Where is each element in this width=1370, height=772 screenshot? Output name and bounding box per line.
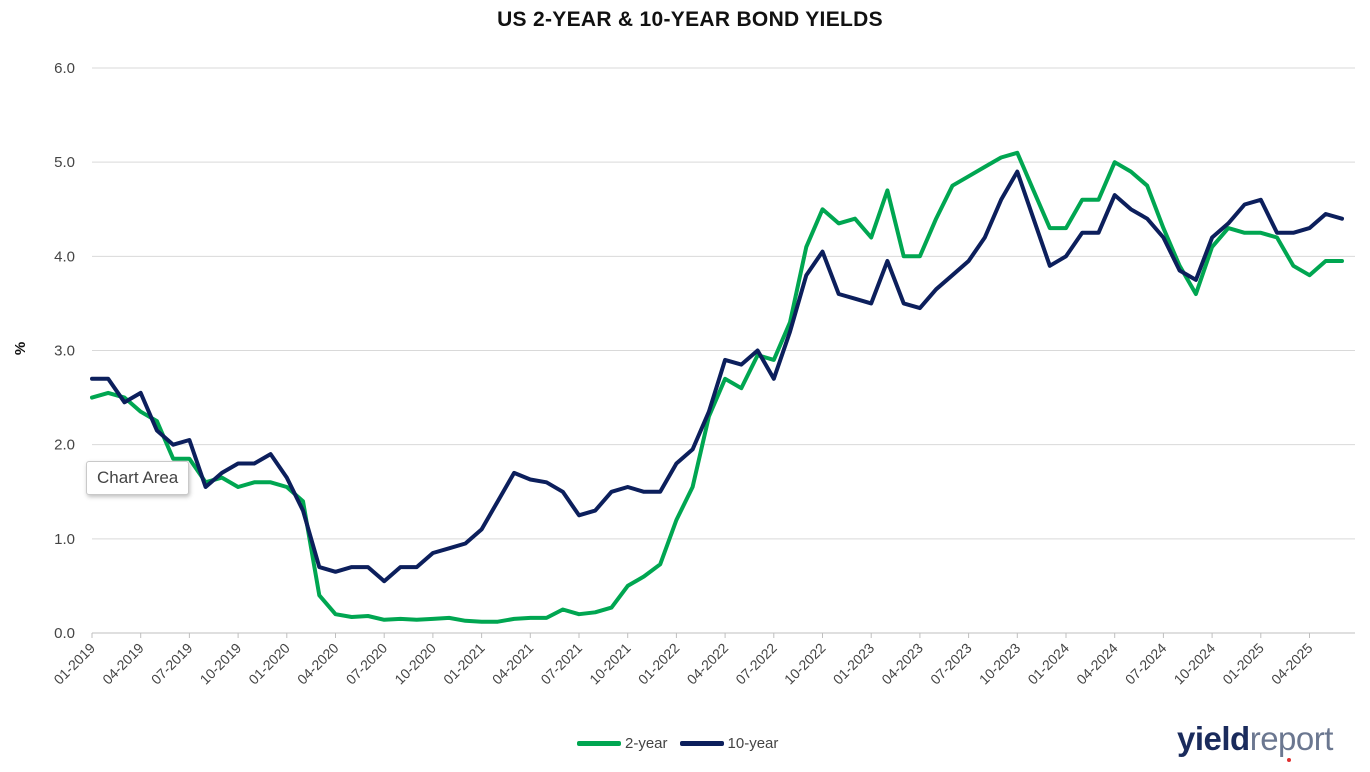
x-tick-label: 07-2021 xyxy=(537,640,585,688)
x-tick-label: 10-2023 xyxy=(976,640,1024,688)
legend-label-10-year: 10-year xyxy=(727,735,779,752)
x-tick-label: 04-2024 xyxy=(1073,640,1121,688)
y-tick-label: 6.0 xyxy=(54,60,75,77)
x-tick-label: 07-2019 xyxy=(148,640,196,688)
y-tick-label: 4.0 xyxy=(54,248,75,265)
x-tick-label: 07-2022 xyxy=(732,640,780,688)
legend-swatch-10-year xyxy=(679,741,724,746)
x-tick-label: 04-2021 xyxy=(489,640,537,688)
x-tick-label: 07-2023 xyxy=(927,640,975,688)
x-tick-label: 10-2022 xyxy=(781,640,829,688)
x-tick-label: 07-2020 xyxy=(343,640,391,688)
x-tick-label: 04-2023 xyxy=(878,640,926,688)
legend-item-2-year[interactable]: 2-year xyxy=(577,735,668,752)
logo-text-yield: yield xyxy=(1177,720,1250,757)
y-tick-label: 0.0 xyxy=(54,625,75,642)
x-tick-label: 04-2025 xyxy=(1268,640,1316,688)
x-tick-label: 04-2022 xyxy=(684,640,732,688)
legend-item-10-year[interactable]: 10-year xyxy=(679,735,779,752)
y-tick-label: 5.0 xyxy=(54,154,75,171)
yieldreport-logo: yieldreport xyxy=(1177,720,1334,762)
y-tick-label: 1.0 xyxy=(54,531,75,548)
x-tick-label: 10-2021 xyxy=(586,640,634,688)
y-tick-label: 3.0 xyxy=(54,343,75,360)
logo-dot xyxy=(1287,758,1291,762)
x-tick-label: 01-2020 xyxy=(245,640,293,688)
x-tick-label: 01-2019 xyxy=(50,640,98,688)
legend-label-2-year: 2-year xyxy=(625,735,668,752)
legend-swatch-2-year xyxy=(577,741,621,746)
x-tick-label: 01-2023 xyxy=(830,640,878,688)
logo-text-report: report xyxy=(1249,720,1334,757)
y-tick-label: 2.0 xyxy=(54,437,75,454)
x-tick-label: 10-2024 xyxy=(1171,640,1219,688)
x-tick-label: 01-2024 xyxy=(1024,640,1072,688)
x-tick-label: 04-2019 xyxy=(99,640,147,688)
chart-area-tooltip: Chart Area xyxy=(86,461,190,495)
chart-legend: 2-year 10-year xyxy=(577,735,790,752)
series-line-10-year[interactable] xyxy=(90,169,1344,584)
chart-title: US 2-YEAR & 10-YEAR BOND YIELDS xyxy=(497,8,883,31)
x-tick-label: 10-2019 xyxy=(197,640,245,688)
series-line-2-year[interactable] xyxy=(90,150,1344,624)
x-tick-label: 07-2024 xyxy=(1122,640,1170,688)
x-tick-label: 04-2020 xyxy=(294,640,342,688)
x-tick-label: 01-2021 xyxy=(440,640,488,688)
x-tick-label: 01-2022 xyxy=(635,640,683,688)
x-tick-label: 10-2020 xyxy=(391,640,439,688)
x-tick-label: 01-2025 xyxy=(1219,640,1267,688)
